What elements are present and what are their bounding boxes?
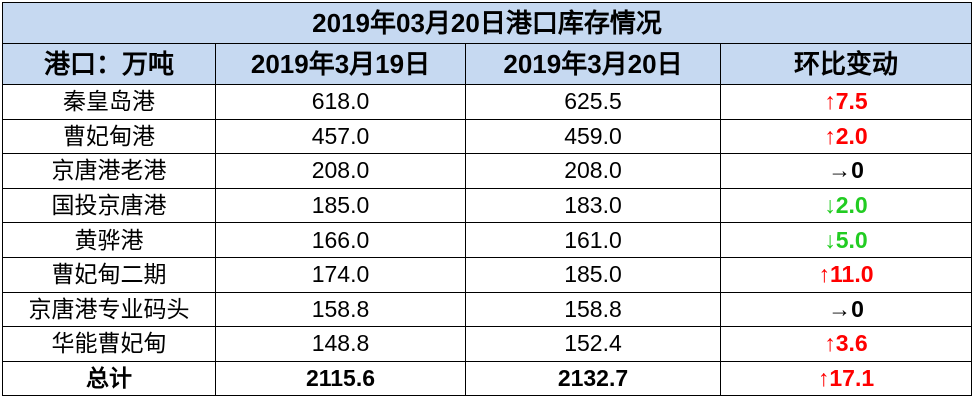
stock-value: 2115.6 — [215, 360, 466, 397]
port-name: 京唐港老港 — [2, 153, 216, 189]
port-name: 曹妃甸港 — [2, 118, 216, 155]
port-name: 曹妃甸二期 — [2, 256, 216, 293]
change-cell: ↓2.0 — [720, 187, 972, 224]
table-row: 曹妃甸二期 174.0 185.0 ↑11.0 — [2, 256, 972, 293]
table-row: 华能曹妃甸 148.8 152.4 ↑3.6 — [2, 326, 972, 362]
table-row: 曹妃甸港 457.0 459.0 ↑2.0 — [2, 118, 972, 155]
stock-value: 618.0 — [215, 84, 466, 120]
table-row: 京唐港专业码头 158.8 158.8 →0 — [2, 291, 972, 328]
change-cell: ↑2.0 — [720, 118, 972, 155]
port-name: 华能曹妃甸 — [2, 326, 216, 362]
table-row: 黄骅港 166.0 161.0 ↓5.0 — [2, 222, 972, 258]
stock-value: 208.0 — [215, 153, 466, 189]
table-row: 京唐港老港 208.0 208.0 →0 — [2, 153, 972, 189]
table-row: 国投京唐港 185.0 183.0 ↓2.0 — [2, 187, 972, 224]
change-cell: →0 — [720, 153, 972, 189]
column-header: 港口：万吨 — [2, 43, 216, 85]
stock-value: 457.0 — [215, 118, 466, 155]
stock-value: 166.0 — [215, 222, 466, 258]
table-row: 总计 2115.6 2132.7 ↑17.1 — [2, 360, 972, 397]
stock-value: 148.8 — [215, 326, 466, 362]
column-header: 2019年3月19日 — [215, 43, 466, 85]
change-cell: ↑7.5 — [720, 84, 972, 120]
change-cell: ↓5.0 — [720, 222, 972, 258]
stock-value: 459.0 — [465, 118, 721, 155]
stock-value: 158.8 — [215, 291, 466, 328]
change-cell: ↑17.1 — [720, 360, 972, 397]
column-header: 环比变动 — [720, 43, 972, 85]
table-title: 2019年03月20日港口库存情况 — [2, 2, 972, 44]
port-name: 总计 — [2, 360, 216, 397]
port-name: 秦皇岛港 — [2, 84, 216, 120]
change-cell: ↑3.6 — [720, 326, 972, 362]
stock-value: 183.0 — [465, 187, 721, 224]
change-cell: →0 — [720, 291, 972, 328]
stock-value: 161.0 — [465, 222, 721, 258]
stock-value: 185.0 — [215, 187, 466, 224]
port-name: 国投京唐港 — [2, 187, 216, 224]
stock-value: 158.8 — [465, 291, 721, 328]
table-row: 秦皇岛港 618.0 625.5 ↑7.5 — [2, 84, 972, 120]
stock-value: 2132.7 — [465, 360, 721, 397]
change-cell: ↑11.0 — [720, 256, 972, 293]
stock-value: 208.0 — [465, 153, 721, 189]
stock-value: 152.4 — [465, 326, 721, 362]
stock-value: 625.5 — [465, 84, 721, 120]
column-header: 2019年3月20日 — [465, 43, 721, 85]
stock-value: 185.0 — [465, 256, 721, 293]
port-name: 黄骅港 — [2, 222, 216, 258]
port-name: 京唐港专业码头 — [2, 291, 216, 328]
inventory-table: 2019年03月20日港口库存情况 港口：万吨 2019年3月19日 2019年3月… — [2, 2, 972, 397]
stock-value: 174.0 — [215, 256, 466, 293]
